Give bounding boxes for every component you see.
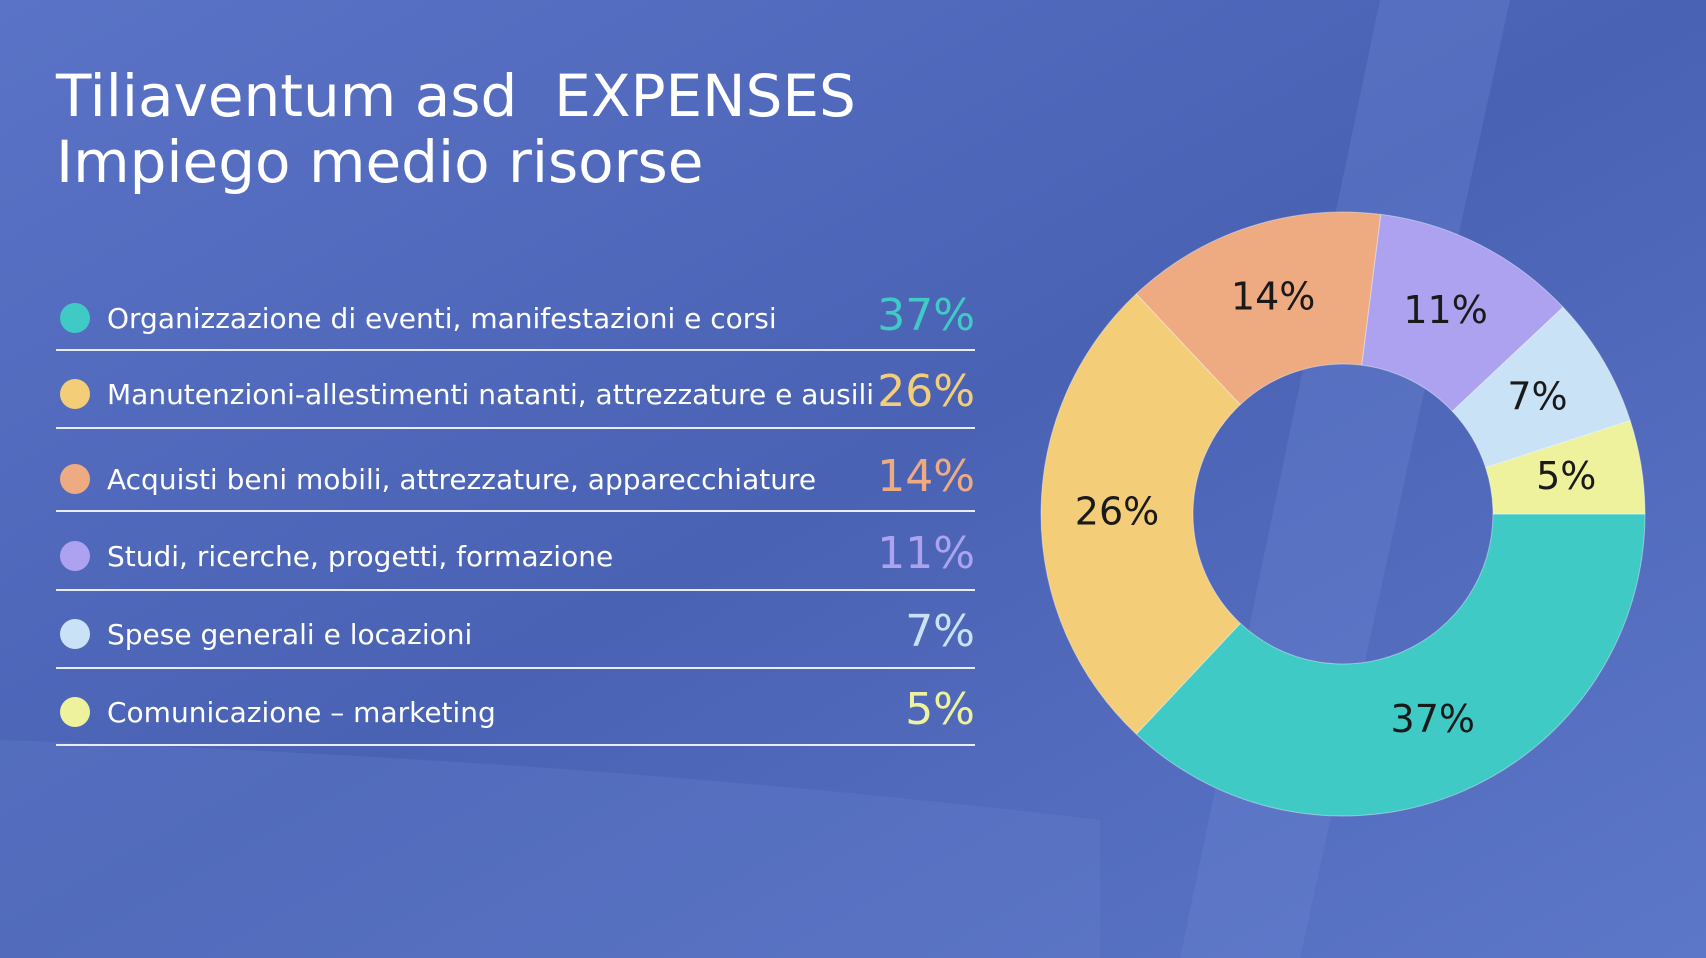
legend-value: 11% <box>877 528 975 579</box>
background-shape <box>0 740 1100 958</box>
slice-label: 7% <box>1507 374 1567 418</box>
legend-label: Acquisti beni mobili, attrezzature, appa… <box>107 463 816 496</box>
slice-label: 26% <box>1075 490 1159 534</box>
legend-label: Organizzazione di eventi, manifestazioni… <box>107 302 777 335</box>
donut-slice <box>1135 211 1382 406</box>
legend-label: Comunicazione – marketing <box>107 696 496 729</box>
slice-label: 37% <box>1391 697 1475 741</box>
legend-value: 37% <box>877 290 975 341</box>
legend-value: 26% <box>877 366 975 417</box>
legend-label: Manutenzioni-allestimenti natanti, attre… <box>107 378 874 411</box>
legend-value: 5% <box>905 684 975 735</box>
slice-label: 14% <box>1231 275 1315 319</box>
legend-value: 7% <box>905 606 975 657</box>
slice-label: 11% <box>1403 288 1487 332</box>
legend-value: 14% <box>877 451 975 502</box>
donut-slice <box>1485 420 1646 515</box>
donut-slice <box>1135 513 1646 817</box>
legend-marker <box>60 619 90 649</box>
donut-slice <box>1040 293 1242 735</box>
legend-marker <box>60 303 90 333</box>
legend-marker <box>60 464 90 494</box>
donut-slice <box>1451 306 1631 469</box>
legend-marker <box>60 697 90 727</box>
legend-label: Studi, ricerche, progetti, formazione <box>107 540 613 573</box>
chart-title: Tiliaventum asd EXPENSES <box>55 62 856 130</box>
chart-subtitle: Impiego medio risorse <box>56 128 703 196</box>
legend-label: Spese generali e locazioni <box>107 618 472 651</box>
donut-slice <box>1361 213 1564 413</box>
legend-marker <box>60 541 90 571</box>
slice-label: 5% <box>1536 454 1596 498</box>
legend-marker <box>60 379 90 409</box>
